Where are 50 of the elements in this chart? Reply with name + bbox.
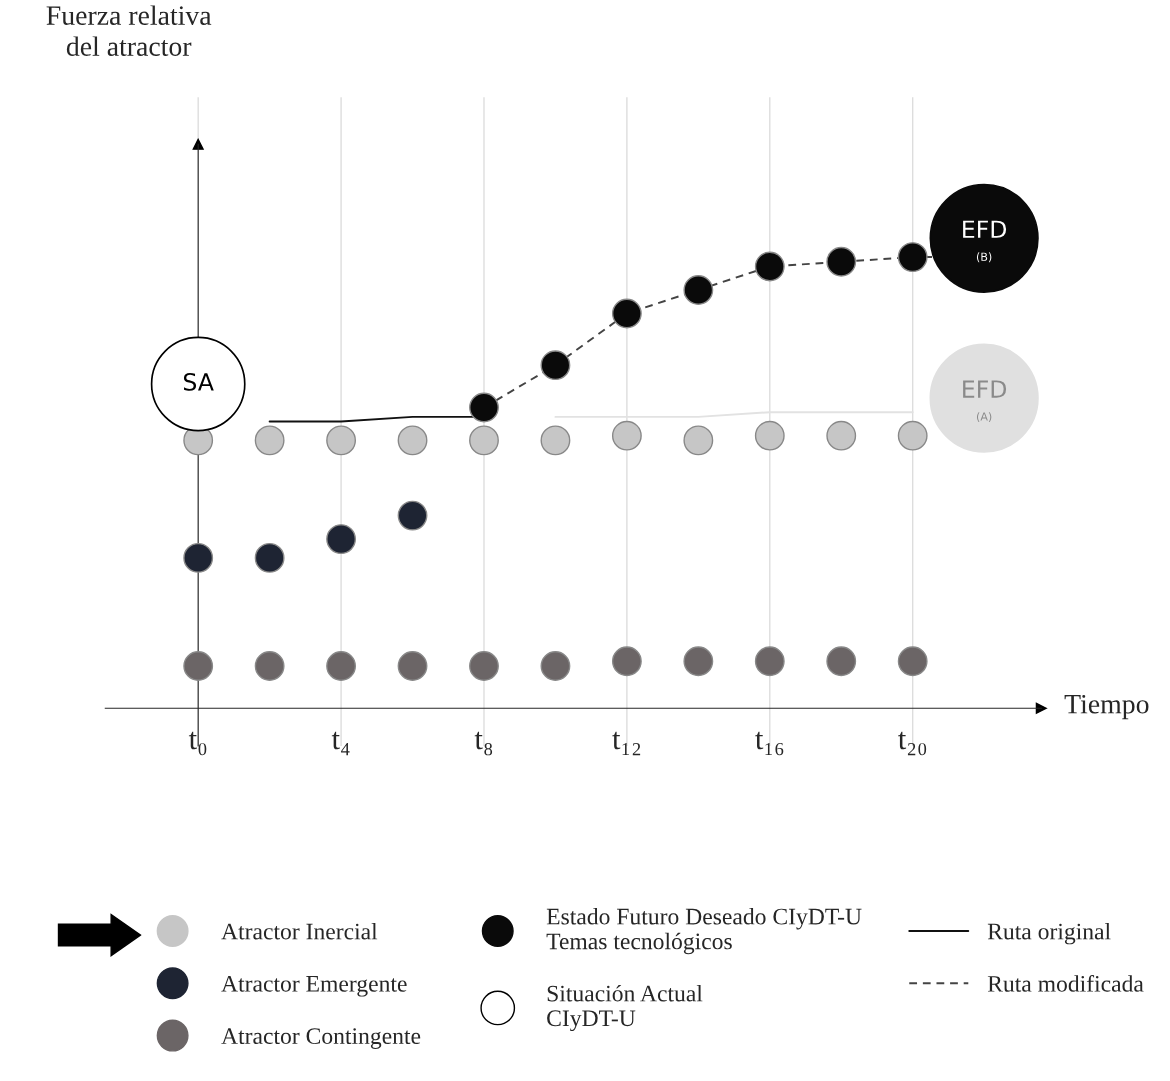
x-axis-title: Tiempo [1064, 694, 1149, 720]
point [826, 420, 857, 451]
x-tick-label: t₄ [331, 731, 350, 756]
x-tick-label: t₁₂ [612, 731, 641, 756]
legend-label: Atractor Contingente [221, 1028, 421, 1049]
point [254, 651, 285, 681]
annotation: EFD (B) [963, 220, 1007, 263]
annotation: EFD (A) [963, 380, 1007, 423]
point [897, 420, 928, 451]
x-tick-label: t₁₆ [755, 731, 784, 756]
point [469, 392, 499, 423]
legend-label: Situación Actual CIyDT-U [547, 984, 703, 1032]
point [540, 425, 571, 456]
point [326, 425, 357, 456]
point [611, 420, 642, 451]
point [540, 651, 571, 681]
point [897, 646, 928, 677]
x-tick-label: t₀ [188, 731, 207, 756]
point [683, 646, 714, 677]
point [254, 425, 285, 456]
point [183, 651, 214, 681]
point [326, 524, 357, 555]
point [183, 542, 214, 573]
point [826, 246, 857, 277]
point [469, 651, 499, 681]
annotation: SA [183, 372, 214, 391]
point [397, 651, 428, 681]
point [540, 350, 571, 381]
point [254, 542, 285, 573]
point [754, 646, 785, 677]
x-tick-label: t₈ [474, 731, 493, 756]
point [897, 242, 928, 273]
point [469, 425, 499, 456]
point [683, 275, 714, 305]
legend-label: Ruta original [987, 922, 1111, 945]
text: Fuerza relativa del atractor [46, 5, 212, 56]
x-tick-label: t₂₀ [898, 731, 927, 756]
legend-label: Atractor Emergente [221, 975, 407, 997]
legend-label: Ruta modificada [987, 974, 1144, 992]
point [826, 646, 857, 677]
point [397, 500, 428, 531]
legend-label: Atractor Inercial [221, 922, 378, 940]
point [611, 298, 642, 329]
point [754, 251, 785, 282]
point [754, 420, 785, 451]
point [397, 425, 428, 456]
point [683, 425, 714, 456]
point [611, 646, 642, 677]
point [326, 651, 357, 681]
legend-label: Estado Futuro Deseado CIyDT-U Temas tecnológicos [546, 907, 862, 955]
